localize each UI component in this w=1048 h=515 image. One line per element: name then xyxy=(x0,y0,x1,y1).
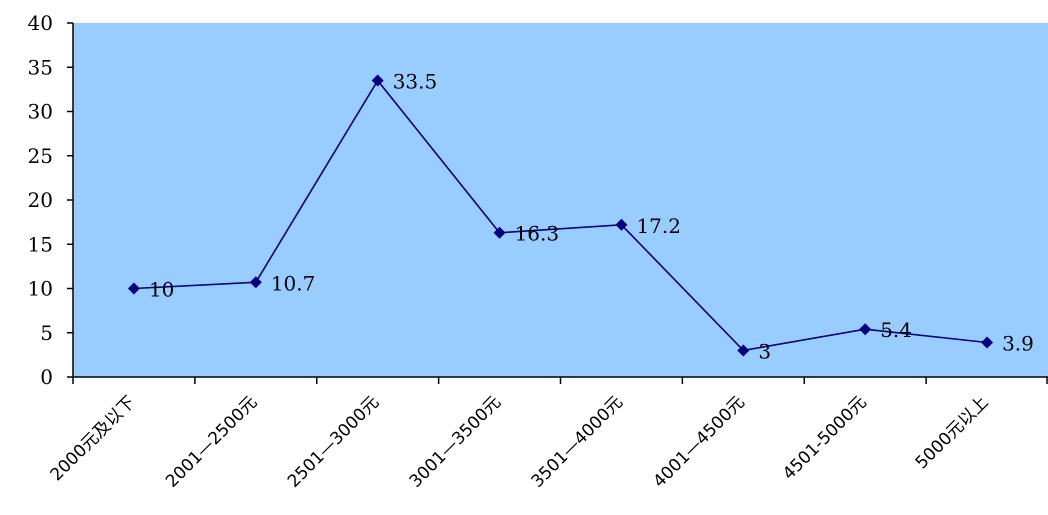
x-tick-label: 5000元以上 xyxy=(912,392,993,473)
y-tick-label: 40 xyxy=(28,11,53,35)
y-tick-label: 0 xyxy=(40,365,53,389)
y-tick-label: 15 xyxy=(28,232,53,256)
data-point xyxy=(249,276,262,289)
data-label: 33.5 xyxy=(393,70,438,94)
x-tick-label: 2501—3000元 xyxy=(284,392,383,491)
series-line xyxy=(133,79,988,352)
data-point xyxy=(859,323,872,336)
data-label: 5.4 xyxy=(880,318,912,342)
y-tick-label: 10 xyxy=(28,277,53,301)
y-tick-label: 20 xyxy=(28,188,53,212)
plot-area xyxy=(73,23,1048,377)
x-axis: 2000元及以下 2001—2500元 2501—3000元 3001—3500元 35… xyxy=(47,376,1048,492)
x-tick-label: 2000元及以下 xyxy=(47,392,140,485)
y-axis: 0 5 10 15 20 25 30 35 40 xyxy=(28,11,74,389)
x-tick-label: 4501-5000元 xyxy=(779,392,871,484)
data-point xyxy=(127,282,140,295)
y-tick-label: 25 xyxy=(28,144,53,168)
data-label: 10 xyxy=(149,278,174,302)
y-tick-label: 5 xyxy=(40,321,53,345)
data-label: 16.3 xyxy=(515,222,560,246)
data-point xyxy=(493,226,506,239)
y-tick-label: 35 xyxy=(28,55,53,79)
data-label: 17.2 xyxy=(636,214,681,238)
x-tick-label: 3501—4000元 xyxy=(528,392,627,491)
data-labels: 10 10.7 33.5 16.3 17.2 3 5.4 3.9 xyxy=(149,70,1034,364)
x-tick-label: 3001—3500元 xyxy=(406,392,505,491)
data-point xyxy=(615,218,628,231)
data-label: 3 xyxy=(758,339,771,363)
x-tick-label: 4001—4500元 xyxy=(649,392,748,491)
data-label: 3.9 xyxy=(1002,331,1034,355)
data-point xyxy=(981,336,994,349)
data-point xyxy=(737,344,750,357)
data-markers xyxy=(127,74,994,357)
data-label: 10.7 xyxy=(271,271,316,295)
x-tick-label: 2001—2500元 xyxy=(162,392,261,491)
y-tick-label: 30 xyxy=(28,100,53,124)
data-point xyxy=(371,74,384,87)
